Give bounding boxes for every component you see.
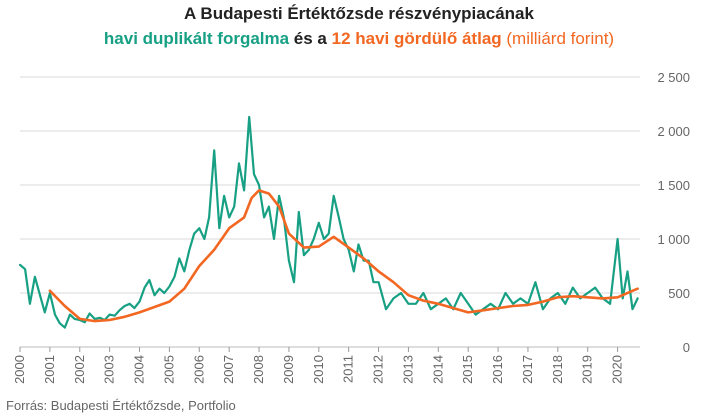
x-tick-label: 2007 (221, 355, 236, 384)
x-tick-label: 2012 (371, 355, 386, 384)
chart-title-line1: A Budapesti Értéktőzsde részvénypiacának (184, 4, 534, 23)
series-lines (18, 115, 639, 329)
x-tick-label: 2017 (520, 355, 535, 384)
source-note: Forrás: Budapesti Értéktőzsde, Portfolio (6, 398, 236, 413)
x-tick-label: 2004 (132, 355, 147, 384)
x-tick-label: 2013 (400, 355, 415, 384)
y-tick-label: 1 000 (657, 232, 690, 247)
x-tick-label: 2018 (550, 355, 565, 384)
x-tick-label: 2003 (102, 355, 117, 384)
x-tick-label: 2008 (251, 355, 266, 384)
x-axis-ticks (19, 346, 640, 352)
x-tick-label: 2010 (311, 355, 326, 384)
x-tick-label: 2015 (460, 355, 475, 384)
series-monthly-line (18, 115, 639, 329)
y-tick-label: 0 (683, 340, 690, 355)
x-tick-label: 2011 (341, 355, 356, 383)
title-unit: (milliárd forint) (501, 29, 615, 48)
x-tick-label: 2016 (490, 355, 505, 384)
y-tick-label: 1 500 (657, 178, 690, 193)
x-axis-labels: 2000 2001 2002 2003 2004 2005 2006 2007 2008 2009… (12, 355, 625, 384)
x-tick-label: 2019 (580, 355, 595, 384)
y-tick-label: 2 000 (657, 124, 690, 139)
x-tick-label: 2009 (281, 355, 296, 384)
grid-lines (20, 76, 640, 348)
x-tick-label: 2002 (72, 355, 87, 384)
x-tick-label: 2006 (191, 355, 206, 384)
legend-average-label: 12 havi gördülő átlag (331, 29, 502, 48)
x-tick-label: 2000 (12, 355, 27, 384)
x-tick-label: 2005 (161, 355, 176, 384)
legend-monthly-label: havi duplikált forgalma (103, 29, 290, 48)
chart-title-line2: havi duplikált forgalma és a 12 havi gör… (0, 29, 718, 49)
title-connector: és a (289, 29, 332, 48)
series-average-line (48, 189, 639, 323)
x-tick-label: 2020 (610, 355, 625, 384)
y-axis-labels: 0 500 1 000 1 500 2 000 2 500 (657, 70, 690, 355)
y-tick-label: 500 (668, 286, 690, 301)
x-tick-label: 2001 (42, 355, 57, 384)
y-tick-label: 2 500 (657, 70, 690, 85)
x-tick-label: 2014 (430, 355, 445, 384)
